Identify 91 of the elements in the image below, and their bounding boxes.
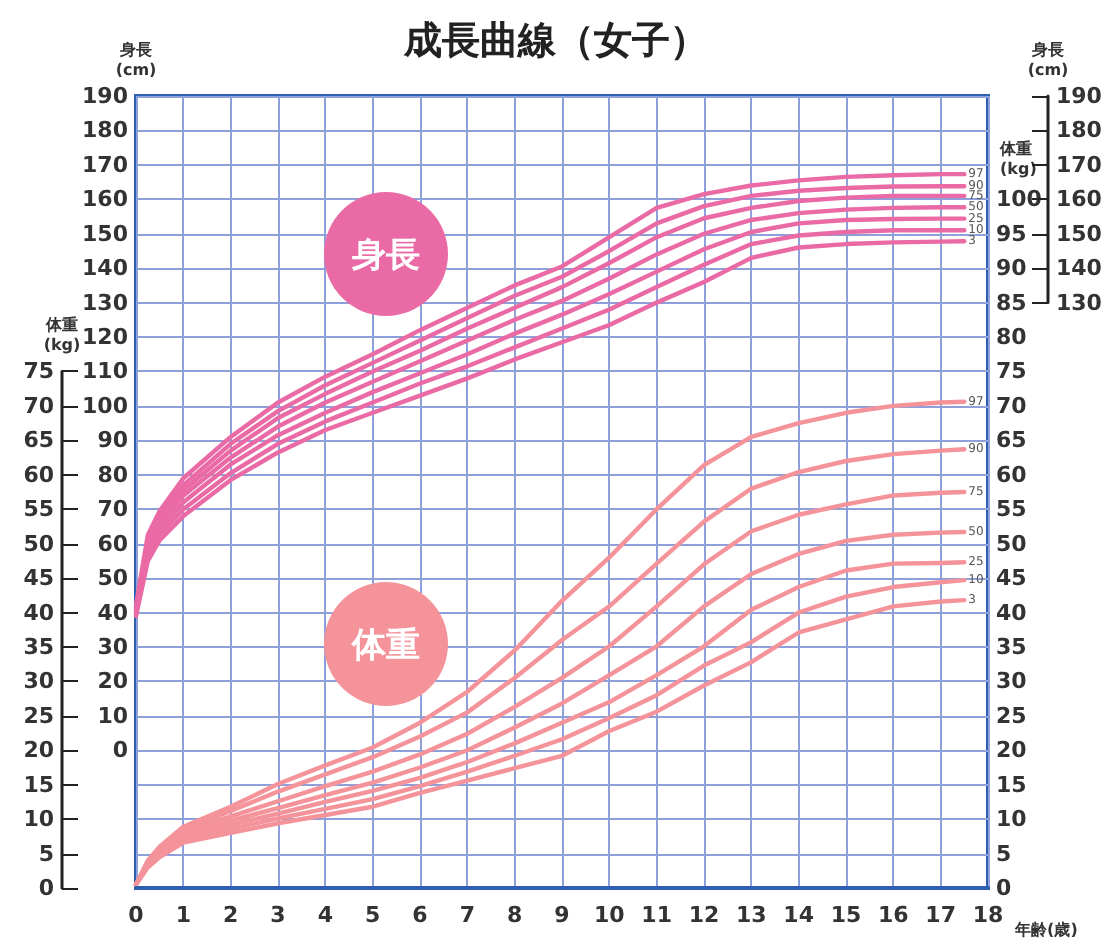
y2-tick-label: 90: [996, 255, 1028, 282]
y-tick-label: 120: [82, 324, 129, 351]
y2-tick-label: 100: [996, 186, 1043, 213]
x-tick-label: 6: [412, 902, 429, 928]
y2-tick-label: 170: [1056, 151, 1103, 178]
y2-tick-label: 55: [996, 496, 1027, 523]
y-tick-label: 70: [23, 392, 55, 419]
x-tick-label: 4: [317, 902, 334, 928]
y2-tick-label: 50: [996, 530, 1028, 557]
y2-tick-label: 80: [996, 324, 1028, 351]
y-tick-label: 180: [82, 117, 129, 144]
y2-tick-label: 70: [996, 392, 1028, 419]
y2-tick-label: 30: [996, 668, 1028, 695]
y2-tick-label: 160: [1056, 186, 1103, 213]
y2-tick-label: 10: [996, 806, 1028, 833]
y-tick-label: 65: [23, 427, 54, 454]
x-tick-label: 8: [507, 902, 523, 928]
y-tick-label: 50: [23, 530, 55, 557]
y2-axis-title: 体重 (kg): [998, 140, 1037, 179]
x-tick-label: 15: [830, 902, 862, 928]
y-tick-label: 190: [82, 83, 129, 109]
x-tick-label: 11: [641, 902, 672, 928]
y2-tick-label: 95: [996, 220, 1027, 247]
y-tick-label: 30: [97, 633, 129, 660]
y-tick-label: 160: [82, 186, 129, 213]
y-tick-label: 20: [97, 668, 129, 695]
y-tick-label: 40: [97, 599, 129, 626]
y-tick-label: 130: [82, 289, 129, 316]
y-tick-label: 60: [23, 461, 55, 488]
y-tick-label: 75: [23, 358, 54, 385]
x-tick-label: 5: [365, 902, 381, 928]
y-tick-label: 10: [97, 702, 129, 729]
y-tick-label: 55: [23, 496, 54, 523]
chart-title: 成長曲線（女子）: [402, 19, 708, 63]
y-tick-label: 50: [97, 565, 129, 592]
y2-tick-label: 130: [1056, 289, 1103, 316]
y2-tick-label: 0: [996, 875, 1012, 901]
y2-tick-label: 25: [996, 702, 1027, 729]
x-axis-title: 年齢(歳): [1013, 921, 1078, 939]
y-tick-label: 0: [112, 737, 129, 764]
y-tick-label: 150: [82, 220, 129, 247]
y-tick-label: 5: [38, 840, 54, 867]
y-tick-label: 25: [23, 702, 54, 729]
y-tick-label: 110: [82, 358, 129, 385]
y2-tick-label: 190: [1056, 83, 1103, 109]
y2-tick-label: 180: [1056, 117, 1103, 144]
y-tick-label: 80: [97, 461, 129, 488]
y-tick-label: 45: [23, 565, 54, 592]
x-tick-label: 18: [972, 902, 1004, 928]
y2-axis-title: 身長 (cm): [1027, 41, 1069, 79]
y-tick-label: 15: [23, 771, 54, 798]
y2-tick-label: 150: [1056, 220, 1103, 247]
y-axis-title: 身長 (cm): [115, 41, 157, 79]
x-tick-label: 3: [270, 902, 286, 928]
x-tick-label: 10: [594, 902, 626, 928]
y-tick-label: 35: [23, 633, 54, 660]
x-tick-label: 7: [459, 902, 475, 928]
y2-tick-label: 15: [996, 771, 1027, 798]
y2-tick-label: 35: [996, 633, 1027, 660]
y2-tick-label: 40: [996, 599, 1028, 626]
y-tick-label: 100: [82, 392, 129, 419]
y-tick-label: 20: [23, 737, 55, 764]
y-tick-label: 0: [38, 875, 55, 901]
x-tick-label: 1: [175, 902, 191, 928]
y-tick-label: 30: [23, 668, 55, 695]
y2-tick-label: 65: [996, 427, 1027, 454]
y2-tick-label: 20: [996, 737, 1028, 764]
y-axis-title: 体重 (kg): [43, 316, 81, 355]
y-tick-label: 70: [97, 496, 129, 523]
y2-tick-label: 75: [996, 358, 1027, 385]
y-tick-label: 170: [82, 151, 129, 178]
y-tick-label: 40: [23, 599, 55, 626]
x-tick-label: 9: [554, 902, 570, 928]
y2-tick-label: 140: [1056, 255, 1103, 282]
y2-tick-label: 45: [996, 565, 1027, 592]
annotation: 身長: [352, 233, 420, 277]
x-tick-label: 17: [925, 902, 956, 928]
y-tick-label: 10: [23, 806, 55, 833]
x-tick-label: 13: [736, 902, 767, 928]
x-tick-label: 2: [223, 902, 239, 928]
x-tick-label: 12: [688, 902, 720, 928]
x-tick-label: 14: [783, 902, 815, 928]
y-tick-label: 60: [97, 530, 129, 557]
y-tick-label: 140: [82, 255, 129, 282]
x-tick-label: 0: [128, 902, 145, 928]
annotation: 体重: [352, 623, 420, 667]
y2-tick-label: 85: [996, 289, 1027, 316]
y2-tick-label: 60: [996, 461, 1028, 488]
y-tick-label: 90: [97, 427, 129, 454]
x-tick-label: 16: [878, 902, 910, 928]
y2-tick-label: 5: [996, 840, 1012, 867]
